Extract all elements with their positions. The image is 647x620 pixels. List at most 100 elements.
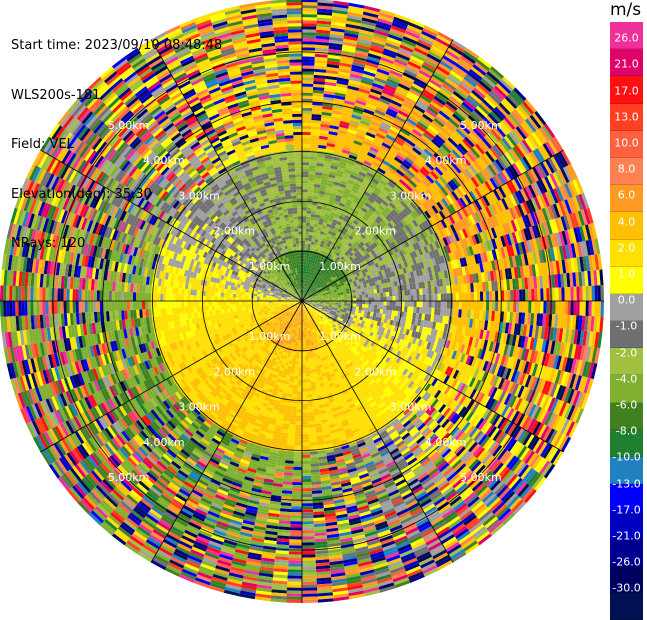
velocity-gate	[310, 153, 318, 157]
velocity-gate	[302, 241, 305, 244]
velocity-gate	[361, 310, 365, 314]
velocity-gate	[307, 253, 310, 256]
velocity-gate	[480, 301, 483, 310]
velocity-gate	[307, 195, 313, 198]
velocity-gate	[570, 287, 573, 301]
velocity-gate	[592, 301, 595, 316]
velocity-gate	[302, 87, 313, 90]
velocity-gate	[306, 220, 310, 223]
velocity-gate	[347, 303, 350, 306]
velocity-gate	[380, 301, 383, 305]
velocity-gate	[302, 174, 309, 177]
velocity-gate	[435, 301, 438, 308]
velocity-gate	[601, 285, 604, 301]
velocity-gate	[365, 304, 368, 308]
velocity-gate	[564, 287, 567, 301]
velocity-gate	[438, 294, 441, 301]
velocity-gate	[567, 301, 570, 315]
velocity-gate	[477, 292, 480, 301]
velocity-gate	[537, 289, 540, 301]
velocity-gate	[302, 147, 310, 150]
velocity-gate	[302, 219, 306, 222]
velocity-gate	[552, 288, 555, 301]
velocity-gate	[305, 241, 308, 244]
velocity-gate	[374, 301, 377, 305]
velocity-gate	[358, 310, 362, 314]
velocity-gate	[507, 290, 510, 301]
velocity-gate	[302, 135, 311, 138]
velocity-gate	[302, 207, 307, 210]
velocity-gate	[302, 132, 311, 135]
velocity-gate	[311, 208, 316, 212]
velocity-gate	[307, 211, 312, 214]
velocity-gate	[377, 309, 381, 313]
velocity-gate	[380, 309, 384, 314]
velocity-gate	[598, 301, 601, 317]
velocity-gate	[374, 297, 377, 301]
velocity-gate	[453, 301, 456, 309]
velocity-gate	[309, 162, 316, 166]
velocity-gate	[309, 171, 316, 175]
velocity-gate	[429, 301, 432, 308]
velocity-gate	[522, 289, 525, 301]
velocity-gate	[302, 238, 305, 241]
velocity-gate	[595, 286, 598, 301]
velocity-gate	[383, 301, 386, 305]
velocity-gate	[405, 295, 408, 301]
velocity-gate	[302, 56, 315, 59]
velocity-gate	[374, 289, 377, 293]
velocity-gate	[344, 305, 347, 308]
velocity-gate	[302, 78, 314, 81]
velocity-gate	[359, 292, 362, 295]
velocity-gate	[474, 292, 477, 301]
velocity-gate	[462, 301, 465, 310]
velocity-gate	[302, 44, 315, 47]
velocity-gate	[534, 289, 537, 301]
velocity-gate	[383, 310, 387, 315]
velocity-gate	[519, 301, 522, 313]
velocity-gate	[302, 180, 308, 183]
velocity-gate	[306, 223, 310, 226]
velocity-gate	[302, 75, 314, 78]
velocity-gate	[362, 304, 365, 307]
velocity-gate	[368, 294, 371, 298]
velocity-gate	[444, 301, 447, 309]
velocity-gate	[347, 306, 350, 309]
velocity-gate	[310, 226, 314, 229]
velocity-gate	[459, 293, 462, 301]
velocity-gate	[462, 292, 465, 301]
velocity-gate	[452, 309, 456, 317]
velocity-gate	[356, 307, 359, 310]
velocity-gate	[477, 301, 480, 310]
velocity-gate	[392, 296, 395, 301]
velocity-gate	[528, 289, 531, 301]
velocity-gate	[555, 301, 558, 314]
velocity-gate	[368, 290, 371, 294]
velocity-gate	[377, 297, 380, 301]
velocity-gate	[302, 93, 313, 96]
velocity-gate	[489, 301, 492, 311]
velocity-gate	[304, 268, 306, 271]
velocity-gate	[377, 301, 380, 305]
velocity-gate	[543, 301, 546, 314]
velocity-gate	[347, 293, 350, 296]
velocity-gate	[304, 253, 307, 256]
velocity-gate	[434, 287, 438, 294]
velocity-gate	[589, 301, 592, 316]
velocity-gate	[567, 287, 570, 301]
velocity-gate	[492, 301, 495, 311]
velocity-gate	[540, 301, 543, 314]
velocity-gate	[359, 304, 362, 307]
velocity-gate	[417, 295, 420, 301]
velocity-gate	[411, 301, 414, 307]
velocity-gate	[302, 5, 317, 8]
velocity-gate	[423, 295, 426, 301]
velocity-gate	[302, 0, 318, 2]
velocity-gate	[302, 41, 316, 44]
velocity-gate	[306, 217, 311, 220]
velocity-gate	[573, 287, 576, 301]
velocity-gate	[579, 286, 582, 301]
velocity-gate	[513, 301, 516, 312]
velocity-gate	[302, 247, 305, 250]
velocity-gate	[302, 126, 311, 129]
